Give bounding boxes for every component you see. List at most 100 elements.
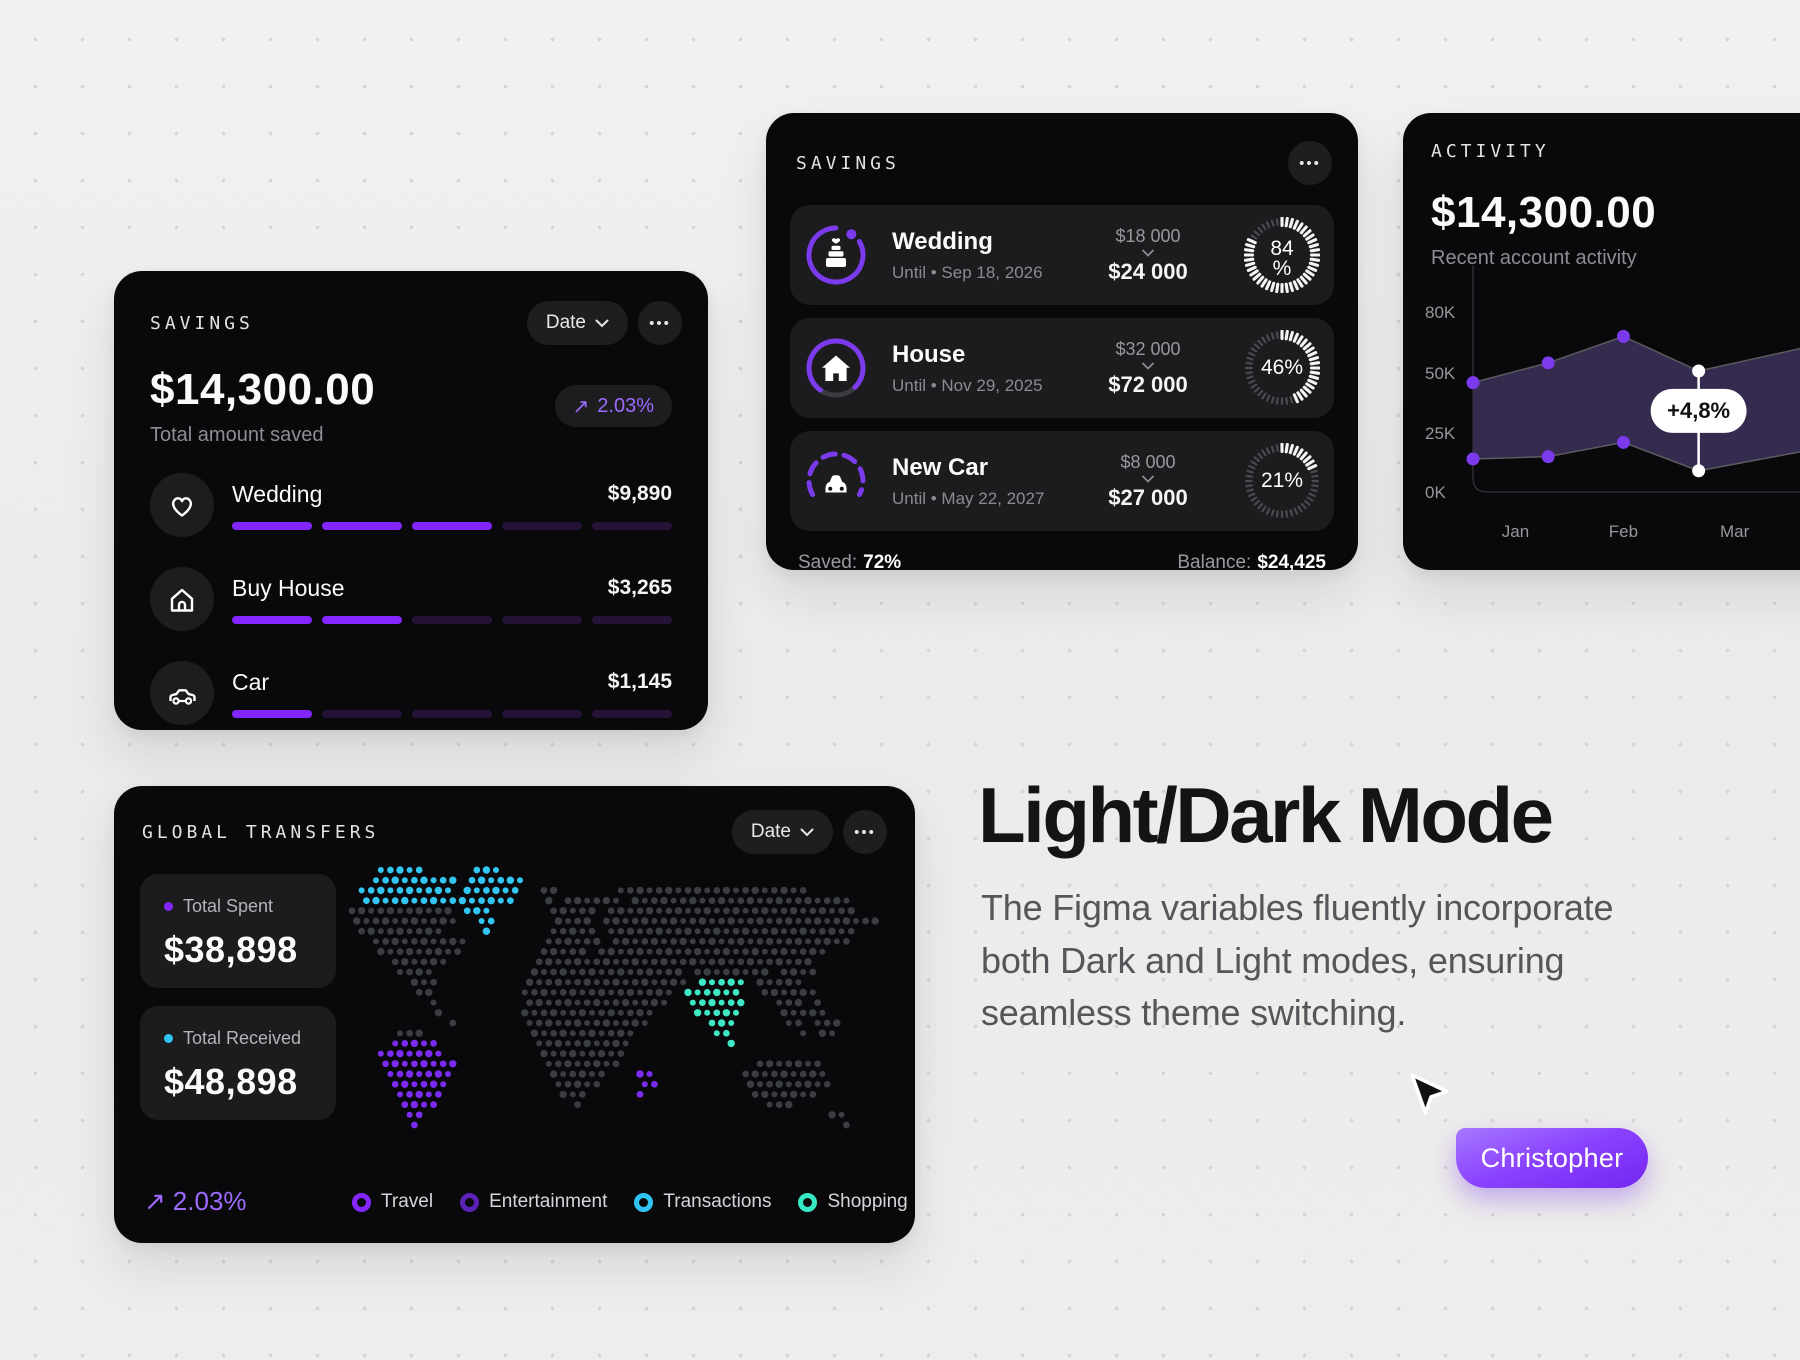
- activity-card: ACTIVITY $14,300.00 Recent account activ…: [1403, 113, 1800, 570]
- stat-color-dot: [164, 1034, 173, 1043]
- progress-segment: [592, 521, 672, 530]
- trend-value: 2.03%: [172, 1186, 247, 1216]
- chevron-down-icon: [595, 319, 609, 327]
- total-subtitle: Total amount saved: [150, 424, 324, 446]
- balance-value: $24,425: [1257, 552, 1326, 573]
- goal-percent-ring: 46%: [1244, 330, 1320, 406]
- card-title: GLOBAL TRANSFERS: [142, 821, 380, 843]
- goal-deadline: Until • Sep 18, 2026: [892, 262, 1043, 282]
- progress-segment: [322, 615, 402, 624]
- house-progress-icon: [804, 336, 868, 400]
- progress-segment: [412, 709, 492, 718]
- date-filter-button[interactable]: Date: [731, 810, 833, 854]
- svg-text:Mar: Mar: [1720, 522, 1750, 541]
- trend-value: 2.03%: [597, 394, 654, 417]
- saved-summary: Saved: 72%: [798, 552, 901, 574]
- progress-segment: [322, 521, 402, 530]
- savings-goal-row[interactable]: House Until • Nov 29, 2025 $32 000 $72 000 4…: [790, 318, 1334, 418]
- hero-heading: Light/Dark Mode: [978, 771, 1554, 859]
- legend-label: Travel: [381, 1191, 434, 1212]
- goal-percent-ring: 21%: [1244, 443, 1320, 519]
- goal-progress-bar: [232, 615, 672, 624]
- progress-segment: [502, 709, 582, 718]
- goal-progress-bar: [232, 521, 672, 530]
- trend-badge: ↗ 2.03%: [554, 385, 672, 427]
- trend-up-icon: ↗: [572, 395, 590, 418]
- goal-current-amount: $32 000: [1115, 338, 1181, 359]
- goal-name: Wedding: [892, 227, 993, 255]
- svg-text:0K: 0K: [1425, 483, 1446, 502]
- balance-summary: Balance: $24,425: [1177, 552, 1326, 574]
- progress-segment: [592, 615, 672, 624]
- legend-color-dot: [634, 1192, 654, 1212]
- stat-value: $38,898: [164, 929, 298, 970]
- goal-percent-value: 84%: [1270, 237, 1294, 280]
- card-title: SAVINGS: [796, 152, 900, 174]
- progress-segment: [502, 615, 582, 624]
- legend-color-dot: [352, 1192, 371, 1212]
- activity-subtitle: Recent account activity: [1431, 247, 1637, 269]
- date-filter-button[interactable]: Date: [526, 301, 628, 345]
- card-title: ACTIVITY: [1431, 141, 1550, 162]
- goal-name: Wedding: [232, 480, 323, 507]
- ellipsis-icon: [649, 316, 671, 331]
- goal-percent-value: 46%: [1260, 356, 1304, 379]
- progress-segment: [412, 521, 492, 530]
- heart-icon: [150, 473, 214, 537]
- savings-overview-card: SAVINGS Date $14,300.00 Total amount sav…: [114, 271, 708, 730]
- chevron-down-icon: [1142, 249, 1154, 257]
- goal-deadline: Until • May 22, 2027: [892, 488, 1045, 508]
- goal-target-amount: $24 000: [1108, 258, 1188, 284]
- card-title: SAVINGS: [150, 312, 254, 334]
- legend-item: Transactions: [634, 1191, 771, 1213]
- progress-segment: [232, 615, 312, 624]
- legend-label: Shopping: [827, 1191, 908, 1212]
- goal-name: New Car: [892, 453, 989, 481]
- hero-paragraph: The Figma variables fluently incorporate…: [981, 887, 1614, 1034]
- svg-text:25K: 25K: [1425, 424, 1456, 443]
- saved-label: Saved:: [798, 552, 858, 573]
- progress-segment: [412, 615, 492, 624]
- savings-goal-row[interactable]: New Car Until • May 22, 2027 $8 000 $27 000…: [790, 431, 1334, 531]
- goal-list: Wedding $9,890 Buy House $3,265 Car $1,145: [150, 473, 682, 725]
- chevron-down-icon: [800, 828, 814, 836]
- global-transfers-card: GLOBAL TRANSFERS Date Total Spent $38,898…: [114, 786, 915, 1243]
- car-icon: [150, 661, 214, 725]
- legend-item: Entertainment: [460, 1191, 607, 1213]
- goal-deadline: Until • Nov 29, 2025: [892, 375, 1043, 395]
- total-amount: $14,300.00: [150, 365, 376, 414]
- goal-name: House: [892, 340, 966, 368]
- goal-amount: $9,890: [607, 482, 672, 505]
- map-legend: Travel Entertainment Transactions Shopping: [352, 1191, 908, 1213]
- svg-text:+4,8%: +4,8%: [1667, 398, 1730, 423]
- goal-name: Buy House: [232, 574, 345, 601]
- date-filter-label: Date: [750, 821, 791, 842]
- goal-amount: $3,265: [607, 576, 672, 599]
- stat-box: Total Spent $38,898: [140, 874, 336, 988]
- balance-label: Balance:: [1177, 552, 1252, 573]
- stat-box: Total Received $48,898: [140, 1006, 336, 1120]
- activity-amount: $14,300.00: [1431, 188, 1657, 237]
- savings-goal-row[interactable]: Wedding Until • Sep 18, 2026 $18 000 $24 00…: [790, 205, 1334, 305]
- legend-item: Travel: [352, 1191, 433, 1213]
- savings-goals-card: SAVINGS Wedding Until • Sep 18, 2026 $18 0…: [766, 113, 1358, 573]
- more-options-button[interactable]: [1288, 141, 1332, 185]
- goal-current-amount: $18 000: [1115, 225, 1181, 246]
- savings-goal-item[interactable]: Buy House $3,265: [150, 567, 682, 631]
- home-icon: [150, 567, 214, 631]
- goal-progress-bar: [232, 709, 672, 718]
- more-options-button[interactable]: [638, 301, 682, 345]
- cursor-icon: [1410, 1073, 1449, 1115]
- savings-goal-item[interactable]: Wedding $9,890: [150, 473, 682, 537]
- goal-amount: $1,145: [607, 670, 672, 693]
- savings-goal-item[interactable]: Car $1,145: [150, 661, 682, 725]
- more-options-button[interactable]: [843, 810, 887, 854]
- stat-label: Total Received: [183, 1028, 302, 1048]
- progress-segment: [322, 709, 402, 718]
- progress-segment: [502, 521, 582, 530]
- activity-area-chart: 80K 50K 25K 0K Jan Feb Mar +4,8%: [1425, 265, 1800, 541]
- stat-color-dot: [164, 902, 173, 911]
- carfront-progress-icon: [804, 449, 868, 513]
- goals-footer: Saved: 72% Balance: $24,425: [790, 552, 1334, 574]
- goal-name: Car: [232, 668, 270, 695]
